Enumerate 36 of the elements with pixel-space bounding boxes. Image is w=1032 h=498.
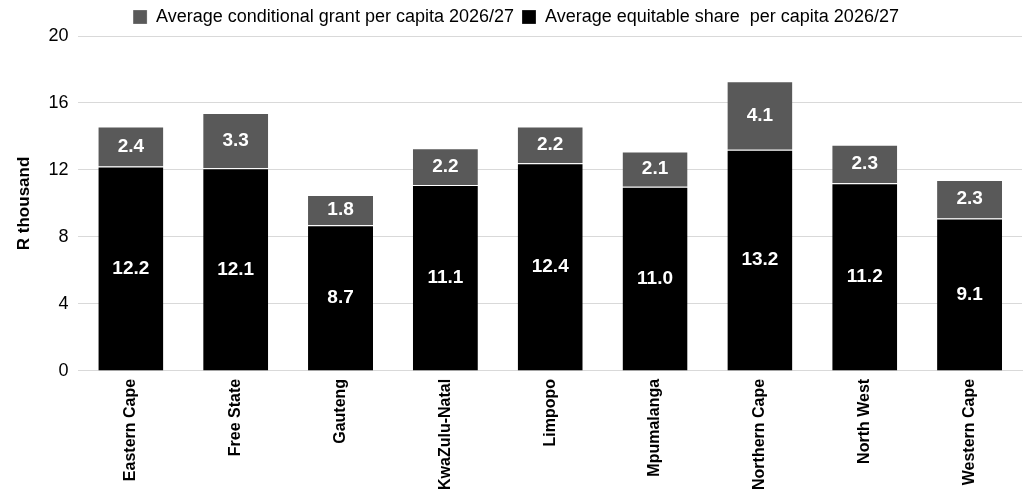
data-label: 11.1 (427, 265, 464, 287)
y-tick-label: 0 (58, 359, 69, 380)
data-label: 2.2 (432, 154, 459, 176)
data-label: 8.7 (327, 286, 354, 308)
data-label: 2.3 (956, 187, 983, 209)
y-tick-label: 16 (48, 91, 69, 112)
data-label: 2.2 (537, 133, 564, 155)
x-tick-label: Eastern Cape (121, 378, 139, 482)
x-tick-label: Gauteng (330, 378, 348, 444)
data-label: 2.1 (641, 157, 669, 179)
data-label: 4.1 (746, 103, 774, 125)
data-label: 9.1 (956, 282, 984, 304)
data-label: 11.0 (637, 266, 674, 288)
x-tick-label: KwaZulu-Natal (435, 378, 453, 490)
x-tick-label: North West (855, 378, 873, 464)
data-label: 2.4 (117, 134, 145, 156)
x-tick-label: Limpopo (540, 378, 558, 447)
x-tick-label: Free State (226, 378, 244, 457)
legend-label: Average conditional grant per capita 2026/27 (156, 5, 515, 26)
data-label: 12.4 (531, 255, 570, 277)
y-tick-label: 8 (58, 225, 69, 246)
y-tick-label: 4 (58, 292, 69, 313)
data-label: 1.8 (327, 198, 354, 220)
x-tick-label: Mpumalanga (645, 378, 663, 477)
y-tick-label: 12 (48, 158, 69, 179)
y-axis-title: R thousand (13, 156, 33, 251)
data-label: 13.2 (741, 248, 779, 270)
data-label: 12.2 (112, 256, 150, 278)
y-tick-label: 20 (48, 24, 69, 45)
data-label: 11.2 (846, 265, 883, 287)
data-label: 2.3 (851, 152, 878, 174)
data-label: 12.1 (217, 257, 255, 279)
legend-label: Average equitable share per capita 2026/27 (545, 5, 899, 26)
x-tick-label: Western Cape (959, 378, 977, 486)
data-label: 3.3 (222, 128, 249, 150)
x-tick-label: Northern Cape (750, 378, 768, 490)
